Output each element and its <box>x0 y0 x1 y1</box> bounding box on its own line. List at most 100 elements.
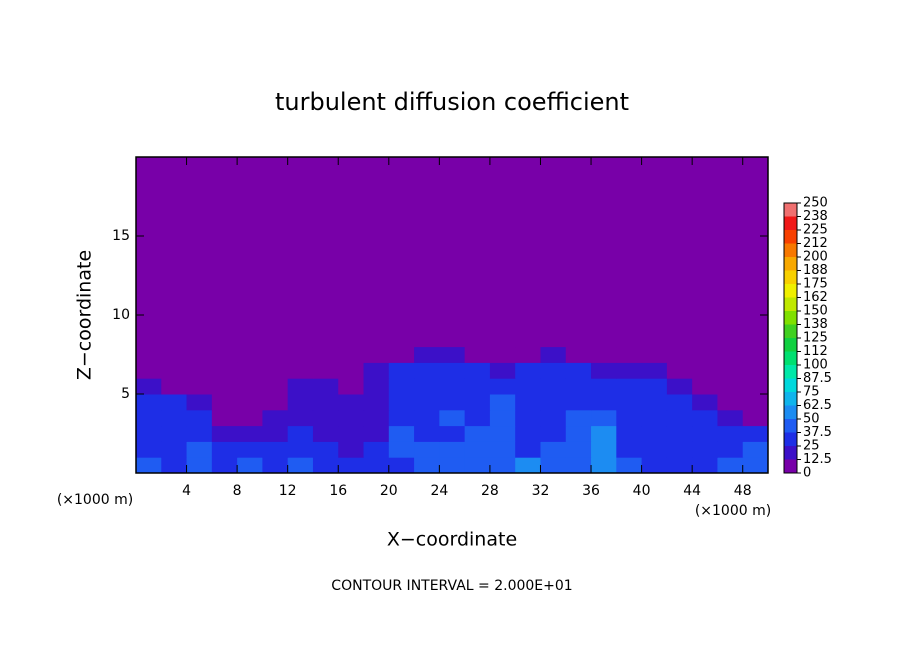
colorbar-band <box>784 338 797 352</box>
contour-cell <box>136 441 162 458</box>
contour-cell <box>565 425 592 442</box>
contour-cell <box>515 346 541 363</box>
contour-cell <box>439 394 466 411</box>
contour-cell <box>591 409 617 427</box>
contour-cell <box>211 378 238 395</box>
contour-cell <box>186 441 213 458</box>
contour-cell <box>439 362 466 379</box>
contour-cell <box>565 457 592 474</box>
contour-cell <box>464 394 491 411</box>
contour-cell <box>742 362 769 379</box>
colorbar-band <box>784 446 797 460</box>
contour-cell <box>666 394 693 411</box>
contour-cell <box>388 362 415 379</box>
contour-cell <box>464 425 491 442</box>
contour-cell <box>287 441 314 458</box>
contour-cell <box>489 441 516 458</box>
x-tick-label: 48 <box>734 483 752 499</box>
contour-cell <box>565 394 592 411</box>
contour-cell <box>287 378 314 395</box>
contour-cell <box>262 157 289 348</box>
contour-cell <box>262 409 289 427</box>
contour-cell <box>237 362 263 379</box>
colorbar-label: 125 <box>803 331 828 346</box>
contour-cell <box>363 378 390 395</box>
contour-cell <box>717 346 744 363</box>
colorbar-band <box>784 365 797 379</box>
colorbar-band <box>784 230 797 244</box>
contour-cell <box>717 157 744 348</box>
contour-cell <box>262 394 289 411</box>
contour-cell <box>616 425 643 442</box>
contour-cell <box>312 425 339 442</box>
contour-cell <box>591 378 617 395</box>
colorbar-band <box>784 405 797 419</box>
contour-cell <box>439 409 466 427</box>
contour-cell <box>666 457 693 474</box>
contour-cell <box>439 378 466 395</box>
x-tick-label: 24 <box>430 483 448 499</box>
x-tick-label: 20 <box>380 483 398 499</box>
contour-cell <box>237 157 263 348</box>
contour-cell <box>489 409 516 427</box>
contour-cell <box>616 157 643 348</box>
contour-cell <box>565 362 592 379</box>
contour-cell <box>717 441 744 458</box>
contour-cell <box>489 394 516 411</box>
contour-cell <box>717 409 744 427</box>
contour-cell <box>211 394 238 411</box>
contour-cell <box>414 409 440 427</box>
contour-cell <box>338 441 365 458</box>
contour-cell <box>414 425 440 442</box>
colorbar-band <box>784 432 797 446</box>
colorbar-band <box>784 419 797 433</box>
colorbar-label: 138 <box>803 317 828 332</box>
contour-cell <box>641 409 668 427</box>
contour-cell <box>186 409 213 427</box>
contour-cell <box>540 457 567 474</box>
contour-cell <box>363 346 390 363</box>
contour-cell <box>237 409 263 427</box>
colorbar-label: 238 <box>803 209 828 224</box>
contour-cell <box>287 346 314 363</box>
contour-cell <box>591 362 617 379</box>
contour-cell <box>717 394 744 411</box>
contour-cell <box>388 157 415 348</box>
contour-cell <box>439 157 466 348</box>
contour-cell <box>237 425 263 442</box>
contour-cell <box>338 378 365 395</box>
contour-cell <box>439 441 466 458</box>
contour-cell <box>666 362 693 379</box>
contour-cell <box>414 362 440 379</box>
colorbar-label: 75 <box>803 385 820 400</box>
contour-cell <box>742 409 769 427</box>
contour-cell <box>489 157 516 348</box>
chart-title: turbulent diffusion coefficient <box>275 88 629 116</box>
contour-cell <box>161 378 188 395</box>
contour-cell <box>515 362 541 379</box>
contour-cell <box>338 425 365 442</box>
contour-cell <box>489 362 516 379</box>
y-tick-label: 15 <box>112 228 130 244</box>
contour-cell <box>515 157 541 348</box>
contour-cell <box>388 457 415 474</box>
contour-cell <box>363 362 390 379</box>
contour-cell <box>641 346 668 363</box>
contour-cell <box>540 378 567 395</box>
contour-cell <box>161 441 188 458</box>
contour-cell <box>489 378 516 395</box>
contour-cell <box>591 425 617 442</box>
y-tick-label: 10 <box>112 307 130 323</box>
contour-cell <box>161 409 188 427</box>
contour-cell <box>186 425 213 442</box>
contour-cell <box>742 346 769 363</box>
contour-cell <box>616 346 643 363</box>
contour-cell <box>692 425 718 442</box>
colorbar-band <box>784 243 797 257</box>
contour-cell <box>641 441 668 458</box>
contour-cell <box>414 346 440 363</box>
contour-cell <box>439 425 466 442</box>
contour-cell <box>742 425 769 442</box>
contour-cell <box>515 425 541 442</box>
contour-cell <box>161 346 188 363</box>
